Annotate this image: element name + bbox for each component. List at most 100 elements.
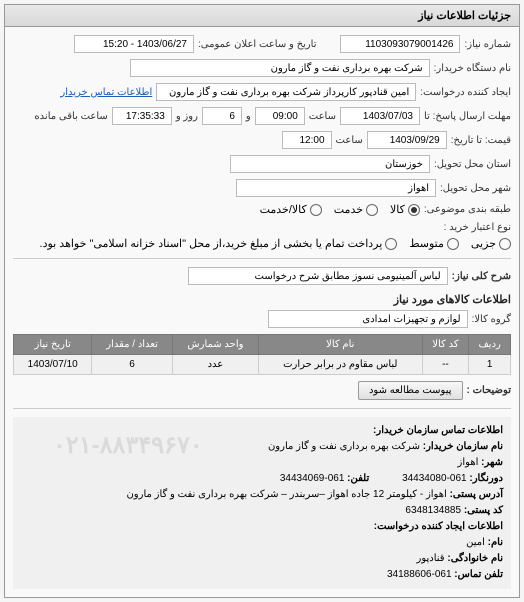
category-radio-group: کالا خدمت کالا/خدمت: [260, 203, 420, 216]
contact-tel-label: تلفن تماس:: [454, 569, 503, 580]
attachment-button[interactable]: پیوست مطالعه شود: [358, 381, 463, 400]
details-panel: جزئیات اطلاعات نیاز شماره نیاز: 11030930…: [4, 4, 520, 598]
city-value: اهواز: [236, 179, 436, 197]
remain-time: 17:35:33: [112, 107, 172, 125]
td-row: 1: [469, 355, 511, 375]
contact-org: شرکت بهره برداری نفت و گاز مارون: [268, 441, 420, 452]
radio-icon: [408, 204, 420, 216]
province-label: استان محل تحویل:: [434, 159, 511, 170]
category-label: طبقه بندی موضوعی:: [424, 204, 511, 215]
panel-header: جزئیات اطلاعات نیاز: [5, 5, 519, 27]
row-goods-group: گروه کالا: لوازم و تجهیزات امدادی: [13, 310, 511, 328]
price-until-time: 12:00: [282, 131, 332, 149]
th-qty: تعداد / مقدار: [92, 335, 172, 355]
th-code: کد کالا: [422, 335, 469, 355]
announce-value: 1403/06/27 - 15:20: [74, 35, 194, 53]
contact-fax-label: دورنگار:: [469, 473, 503, 484]
province-value: خوزستان: [230, 155, 430, 173]
contact-postal-line: کد پستی: 6348134885: [21, 503, 503, 519]
requester-value: امین قنادپور کارپرداز شرکت بهره برداری ن…: [156, 83, 416, 101]
radio-goods[interactable]: کالا: [390, 203, 420, 216]
radio-medium-label: متوسط: [409, 237, 444, 250]
th-unit: واحد شمارش: [172, 335, 258, 355]
goods-info-title: اطلاعات کالاهای مورد نیاز: [13, 293, 511, 306]
radio-medium[interactable]: متوسط: [409, 237, 459, 250]
row-city: شهر محل تحویل: اهواز: [13, 179, 511, 197]
row-need-title: شرح کلی نیاز: لباس آلمینیومی نسوز مطابق …: [13, 267, 511, 285]
request-number-label: شماره نیاز:: [464, 39, 511, 50]
td-unit: عدد: [172, 355, 258, 375]
radio-both[interactable]: کالا/خدمت: [260, 203, 322, 216]
contact-name: امین: [466, 537, 485, 548]
contact-fax-line: دورنگار: 061-34434080 تلفن: 061-34434069: [21, 471, 503, 487]
contact-city-label: شهر:: [481, 457, 503, 468]
row-purchase-type: نوع اعتبار خرید : جزیی متوسط پرداخت تمام…: [13, 222, 511, 250]
purchase-type-label: نوع اعتبار خرید :: [444, 222, 511, 233]
radio-service-label: خدمت: [334, 203, 363, 216]
contact-family-label: نام خانوادگی:: [447, 553, 503, 564]
goods-group-value: لوازم و تجهیزات امدادی: [268, 310, 468, 328]
need-title-label: شرح کلی نیاز:: [452, 271, 511, 282]
contact-postal-label: کد پستی:: [464, 505, 503, 516]
contact-title: اطلاعات تماس سازمان خریدار:: [21, 423, 503, 439]
radio-service[interactable]: خدمت: [334, 203, 378, 216]
deadline-time: 09:00: [255, 107, 305, 125]
notes-label: توضیحات :: [467, 385, 511, 396]
request-number-value: 1103093079001426: [340, 35, 460, 53]
price-until-date: 1403/09/29: [367, 131, 447, 149]
requester-label: ایجاد کننده درخواست:: [420, 87, 511, 98]
remain-suffix: ساعت باقی مانده: [34, 111, 107, 122]
contact-addr-line: آدرس پستی: اهواز - کیلومتر 12 جاده اهواز…: [21, 487, 503, 503]
contact-tel: 061-34188606: [387, 569, 452, 580]
need-title-value: لباس آلمینیومی نسوز مطابق شرح درخواست: [188, 267, 448, 285]
contact-name-label: نام:: [488, 537, 503, 548]
buyer-org-value: شرکت بهره برداری نفت و گاز مارون: [130, 59, 430, 77]
goods-table: ردیف کد کالا نام کالا واحد شمارش تعداد /…: [13, 334, 511, 375]
contact-name-line: نام: امین: [21, 535, 503, 551]
price-until-time-label: ساعت: [336, 135, 363, 146]
contact-section: ۰۲۱-۸۸۳۴۹۶۷۰ اطلاعات تماس سازمان خریدار:…: [13, 417, 511, 589]
deadline-time-label: ساعت: [309, 111, 336, 122]
row-category: طبقه بندی موضوعی: کالا خدمت کالا/خدمت: [13, 203, 511, 216]
radio-note[interactable]: پرداخت تمام یا بخشی از مبلغ خرید،از محل …: [40, 237, 398, 250]
radio-icon: [310, 204, 322, 216]
contact-phone: 061-34434069: [280, 473, 345, 484]
contact-city: اهواز: [458, 457, 479, 468]
row-notes: توضیحات : پیوست مطالعه شود: [13, 381, 511, 400]
td-qty: 6: [92, 355, 172, 375]
row-price-until: قیمت: تا تاریخ: 1403/09/29 ساعت 12:00: [13, 131, 511, 149]
contact-family: قنادپور: [417, 553, 445, 564]
city-label: شهر محل تحویل:: [440, 183, 511, 194]
contact-org-label: نام سازمان خریدار:: [423, 441, 503, 452]
row-deadline: مهلت ارسال پاسخ: تا 1403/07/03 ساعت 09:0…: [13, 107, 511, 125]
radio-icon: [499, 238, 511, 250]
row-province: استان محل تحویل: خوزستان: [13, 155, 511, 173]
th-name: نام کالا: [259, 335, 422, 355]
th-row: ردیف: [469, 335, 511, 355]
radio-icon: [366, 204, 378, 216]
radio-icon: [385, 238, 397, 250]
radio-icon: [447, 238, 459, 250]
contact-addr-label: آدرس پستی:: [450, 489, 503, 500]
contact-addr: اهواز - کیلومتر 12 جاده اهواز –سربندر – …: [126, 489, 446, 500]
price-until-label: قیمت: تا تاریخ:: [451, 135, 511, 146]
announce-label: تاریخ و ساعت اعلان عمومی:: [198, 39, 317, 50]
th-date: تاریخ نیاز: [14, 335, 92, 355]
radio-small[interactable]: جزیی: [471, 237, 511, 250]
contact-postal: 6348134885: [405, 505, 461, 516]
panel-body: شماره نیاز: 1103093079001426 تاریخ و ساع…: [5, 27, 519, 597]
row-requester: ایجاد کننده درخواست: امین قنادپور کارپرد…: [13, 83, 511, 101]
td-code: --: [422, 355, 469, 375]
contact-tel-line: تلفن تماس: 061-34188606: [21, 567, 503, 583]
contact-city-line: شهر: اهواز: [21, 455, 503, 471]
contact-fax: 061-34434080: [402, 473, 467, 484]
deadline-date: 1403/07/03: [340, 107, 420, 125]
table-row: 1 -- لباس مقاوم در برابر حرارت عدد 6 140…: [14, 355, 511, 375]
td-date: 1403/07/10: [14, 355, 92, 375]
contact-family-line: نام خانوادگی: قنادپور: [21, 551, 503, 567]
row-buyer-org: نام دستگاه خریدار: شرکت بهره برداری نفت …: [13, 59, 511, 77]
contact-link[interactable]: اطلاعات تماس خریدار: [60, 87, 152, 98]
row-request-number: شماره نیاز: 1103093079001426 تاریخ و ساع…: [13, 35, 511, 53]
td-name: لباس مقاوم در برابر حرارت: [259, 355, 422, 375]
buyer-org-label: نام دستگاه خریدار:: [434, 63, 511, 74]
